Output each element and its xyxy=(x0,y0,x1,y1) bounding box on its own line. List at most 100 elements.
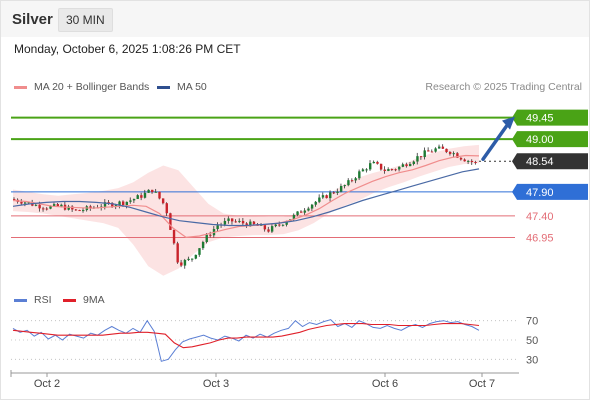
legend-rsi: RSI xyxy=(14,294,52,306)
candle-body xyxy=(252,221,256,225)
level-label-47.90: 47.90 xyxy=(526,187,554,199)
candle-body xyxy=(369,163,372,170)
candle-body xyxy=(398,166,401,170)
candle-body xyxy=(343,185,346,187)
x-tick-label: Oct 2 xyxy=(34,378,60,390)
candle-body xyxy=(56,204,59,207)
legend-9ma: 9MA xyxy=(63,294,105,306)
rsi-swatch-icon xyxy=(14,298,27,302)
candle-body xyxy=(474,162,477,164)
candle-body xyxy=(52,204,56,207)
candle-body xyxy=(67,206,70,210)
candle-body xyxy=(245,223,248,227)
candle-body xyxy=(111,203,114,207)
candle-body xyxy=(383,169,386,171)
level-tag-49.45 xyxy=(512,109,588,126)
candle-body xyxy=(201,241,205,249)
candle-body xyxy=(285,221,288,225)
candle-body xyxy=(467,160,470,162)
candle-body xyxy=(161,198,165,204)
timeframe-button[interactable]: 30 MIN xyxy=(58,8,113,32)
candle-body xyxy=(332,192,336,194)
candle-body xyxy=(394,169,397,171)
level-label-49.00: 49.00 xyxy=(526,134,554,146)
candle-body xyxy=(339,185,343,192)
candle-body xyxy=(329,192,332,199)
candle-body xyxy=(390,169,394,171)
candle-body xyxy=(183,260,187,266)
candle-body xyxy=(459,157,463,160)
candle-body xyxy=(223,220,227,225)
candle-body xyxy=(456,153,459,158)
candle-body xyxy=(180,262,183,266)
candle-body xyxy=(441,146,445,149)
candle-body xyxy=(78,210,81,212)
candle-body xyxy=(445,148,448,153)
ma50-swatch-icon xyxy=(157,85,170,89)
candle-body xyxy=(103,202,107,207)
candle-body xyxy=(358,171,361,179)
candle-body xyxy=(379,163,383,170)
ma20-swatch-icon xyxy=(14,85,27,89)
candle-body xyxy=(325,195,328,199)
candle-body xyxy=(365,169,368,171)
candle-body xyxy=(249,221,252,227)
candle-body xyxy=(307,208,310,211)
candle-body xyxy=(158,191,161,199)
candle-body xyxy=(205,234,208,242)
header-bar: Silver 30 MIN xyxy=(1,1,589,37)
candle-body xyxy=(452,153,455,155)
candle-body xyxy=(361,169,365,172)
candle-body xyxy=(408,164,412,167)
candle-body xyxy=(34,204,38,206)
credit-text: Research © 2025 Trading Central xyxy=(425,81,582,93)
x-tick-label: Oct 7 xyxy=(469,378,495,390)
candle-body xyxy=(121,201,125,205)
candle-body xyxy=(169,213,172,230)
symbol-title: Silver xyxy=(12,11,53,28)
candle-body xyxy=(303,210,307,213)
candle-body xyxy=(136,195,139,199)
candle-body xyxy=(209,234,212,236)
candle-body xyxy=(118,201,121,206)
candle-body xyxy=(438,146,441,149)
legend-9ma-label: 9MA xyxy=(83,294,105,306)
candle-body xyxy=(140,195,143,198)
legend-rsi-label: RSI xyxy=(34,294,52,306)
rsi-series-9ma xyxy=(12,323,480,349)
candle-body xyxy=(278,224,281,226)
level-label-48.54: 48.54 xyxy=(526,156,554,168)
candle-body xyxy=(350,180,354,182)
projection-arrow-head-icon xyxy=(502,116,515,130)
candle-body xyxy=(419,156,423,158)
candle-body xyxy=(89,206,92,209)
candle-body xyxy=(470,160,474,163)
candle-body xyxy=(187,258,190,261)
candle-body xyxy=(401,164,405,167)
x-tick-label: Oct 6 xyxy=(372,378,398,390)
candle-body xyxy=(49,206,52,209)
candle-body xyxy=(430,151,434,153)
candle-body xyxy=(299,211,303,213)
candle-body xyxy=(132,198,136,201)
candle-body xyxy=(227,218,230,221)
candle-body xyxy=(416,156,419,162)
legend-ma20-label: MA 20 + Bollinger Bands xyxy=(34,81,150,93)
candle-body xyxy=(154,191,158,193)
candle-body xyxy=(314,201,317,205)
candle-body xyxy=(321,195,325,198)
rsi-tick-label: 30 xyxy=(526,354,538,366)
level-tag-49.00 xyxy=(512,131,588,148)
candle-body xyxy=(412,161,416,165)
ma9-swatch-icon xyxy=(63,298,76,302)
candle-body xyxy=(296,211,299,215)
candle-body xyxy=(13,199,16,201)
candle-body xyxy=(230,218,234,222)
candle-body xyxy=(434,148,437,152)
candle-body xyxy=(274,224,277,227)
level-tag-47.90 xyxy=(512,183,588,200)
x-tick-label: Oct 3 xyxy=(203,378,229,390)
candle-body xyxy=(423,150,426,158)
